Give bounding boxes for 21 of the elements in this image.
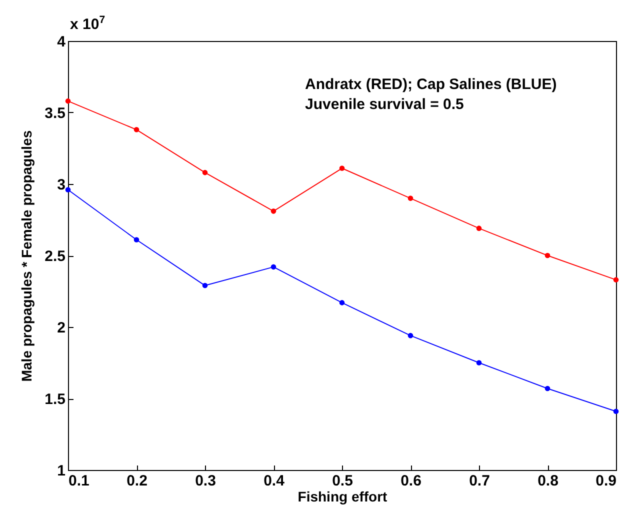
y-tick-label: 2 <box>57 320 66 336</box>
y-tick-label: 1 <box>57 462 66 480</box>
x-tick-label: 0.1 <box>68 472 90 490</box>
y-tick-label: 3.5 <box>44 105 66 122</box>
x-tick-label: 0.5 <box>332 472 353 490</box>
x-tick-label: 0.8 <box>538 472 558 490</box>
text: x 10$^{7}$ <box>70 14 106 33</box>
x-tick-label: 0.4 <box>264 472 286 490</box>
annotation: Andratx (RED); Cap Salines (BLUE) <box>305 76 557 93</box>
y-tick-label: 1.5 <box>44 391 66 408</box>
x-tick-label: 0.3 <box>195 472 216 490</box>
x-tick-label: 0.6 <box>400 472 422 490</box>
y-tick-label: 3 <box>57 176 66 194</box>
x-tick-label: 0.2 <box>126 472 148 490</box>
x-axis-title: Fishing effort <box>298 488 388 504</box>
x-tick-label: 0.7 <box>469 472 490 490</box>
x-tick-label: 0.9 <box>596 472 616 490</box>
annotation: Juvenile survival = 0.5 <box>305 96 464 113</box>
y-tick-label: 2.5 <box>44 248 66 265</box>
y-axis-title: Male propagules * Female propagules <box>18 130 35 382</box>
y-tick-label: 4 <box>57 34 66 50</box>
